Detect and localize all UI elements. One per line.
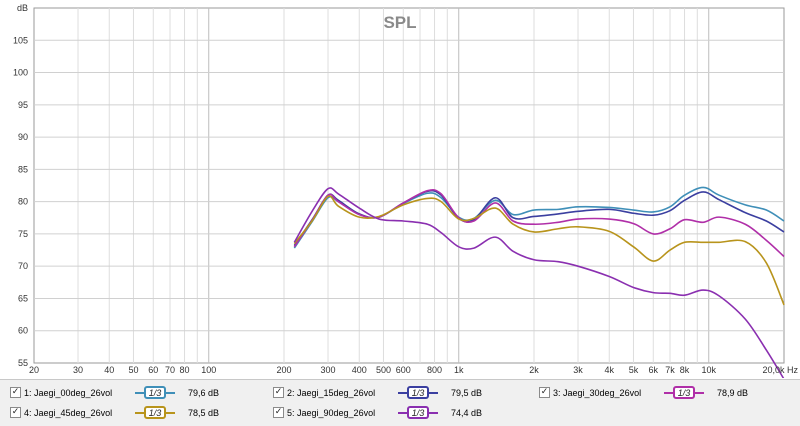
legend-series-name: 2: Jaegi_15deg_26vol (287, 388, 376, 398)
x-tick-label: 60 (148, 365, 158, 375)
x-tick-label: 600 (396, 365, 411, 375)
x-tick-label: 80 (180, 365, 190, 375)
smoothing-button[interactable]: 1/3 (673, 386, 695, 399)
legend-value: 78,5 dB (188, 408, 220, 418)
x-tick-label: 20 (29, 365, 39, 375)
legend-item-2[interactable]: ✓ 2: Jaegi_15deg_26vol 1/3 79,5 dB (273, 385, 523, 401)
x-tick-label: 5k (629, 365, 639, 375)
y-tick-label: 60 (18, 326, 28, 336)
legend-item-4[interactable]: ✓ 4: Jaegi_45deg_26vol 1/3 78,5 dB (10, 405, 260, 421)
legend-checkbox[interactable]: ✓ (10, 387, 21, 398)
x-tick-label: 300 (321, 365, 336, 375)
legend-value: 78,9 dB (717, 388, 749, 398)
legend-value: 79,6 dB (188, 388, 220, 398)
y-tick-label: 70 (18, 261, 28, 271)
x-tick-label: 2k (529, 365, 539, 375)
x-tick-label: 6k (649, 365, 659, 375)
series-lines (293, 186, 785, 378)
legend-value: 74,4 dB (451, 408, 483, 418)
x-tick-label: 500 (376, 365, 391, 375)
legend-checkbox[interactable]: ✓ (10, 407, 21, 418)
legend-checkbox[interactable]: ✓ (539, 387, 550, 398)
y-tick-label: 95 (18, 100, 28, 110)
series-line-3 (293, 189, 785, 258)
x-tick-label: 4k (604, 365, 614, 375)
x-tick-label: 20,0k Hz (762, 365, 798, 375)
legend-value: 79,5 dB (451, 388, 483, 398)
y-tick-label: dB (17, 3, 28, 13)
x-tick-label: 100 (201, 365, 216, 375)
legend-item-3[interactable]: ✓ 3: Jaegi_30deg_26vol 1/3 78,9 dB (539, 385, 789, 401)
x-tick-label: 1k (454, 365, 464, 375)
x-tick-label: 200 (276, 365, 291, 375)
legend-item-1[interactable]: ✓ 1: Jaegi_00deg_26vol 1/3 79,6 dB (10, 385, 260, 401)
legend-series-name: 1: Jaegi_00deg_26vol (24, 388, 113, 398)
smoothing-button[interactable]: 1/3 (407, 386, 429, 399)
legend-series-name: 5: Jaegi_90deg_26vol (287, 408, 376, 418)
smoothing-button[interactable]: 1/3 (144, 386, 166, 399)
y-tick-label: 55 (18, 358, 28, 368)
x-tick-label: 70 (165, 365, 175, 375)
series-line-4 (293, 195, 785, 306)
smoothing-button[interactable]: 1/3 (144, 406, 166, 419)
x-tick-label: 50 (128, 365, 138, 375)
chart-title: SPL (383, 13, 416, 32)
plot-background (33, 7, 785, 364)
y-tick-label: 90 (18, 132, 28, 142)
y-tick-label: 105 (13, 35, 28, 45)
legend-checkbox[interactable]: ✓ (273, 407, 284, 418)
x-tick-label: 800 (427, 365, 442, 375)
legend-panel: ✓ 1: Jaegi_00deg_26vol 1/3 79,6 dB ✓ 2: … (0, 379, 800, 426)
x-tick-label: 7k (665, 365, 675, 375)
x-tick-label: 8k (680, 365, 690, 375)
y-tick-label: 80 (18, 197, 28, 207)
x-tick-label: 3k (573, 365, 583, 375)
x-tick-label: 40 (104, 365, 114, 375)
x-tick-label: 400 (352, 365, 367, 375)
smoothing-button[interactable]: 1/3 (407, 406, 429, 419)
legend-checkbox[interactable]: ✓ (273, 387, 284, 398)
series-line-5 (293, 187, 785, 378)
grid (34, 8, 784, 363)
legend-item-5[interactable]: ✓ 5: Jaegi_90deg_26vol 1/3 74,4 dB (273, 405, 523, 421)
y-axis-ticks: 55 60 65 70 75 80 85 90 95 100 105 dB (13, 3, 28, 368)
y-tick-label: 75 (18, 229, 28, 239)
y-tick-label: 65 (18, 293, 28, 303)
y-tick-label: 85 (18, 164, 28, 174)
legend-series-name: 4: Jaegi_45deg_26vol (24, 408, 113, 418)
x-tick-label: 10k (701, 365, 716, 375)
spl-chart-svg: 20 30 40 50 60 70 80 100 200 300 400 500 600 800 1k 2k 3… (13, 3, 798, 378)
x-tick-label: 30 (73, 365, 83, 375)
y-tick-label: 100 (13, 68, 28, 78)
x-axis-ticks: 20 30 40 50 60 70 80 100 200 300 400 500 600 800 1k 2k 3… (29, 365, 798, 375)
legend-series-name: 3: Jaegi_30deg_26vol (553, 388, 642, 398)
spl-chart: 20 30 40 50 60 70 80 100 200 300 400 500 600 800 1k 2k 3… (13, 3, 798, 378)
